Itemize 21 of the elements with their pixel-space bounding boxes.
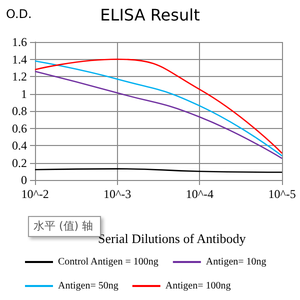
y-tick-label: 1.6 <box>12 35 27 49</box>
y-axis-title: O.D. <box>6 7 32 21</box>
y-tick-label: 1.2 <box>12 70 27 84</box>
chart-title: ELISA Result <box>100 6 200 24</box>
text: 水平 (值) 轴 <box>34 220 94 232</box>
y-tick-label: 0.2 <box>12 156 27 170</box>
y-tick-label: 0 <box>21 173 27 187</box>
legend-label: Antigen= 10ng <box>206 256 266 268</box>
legend-label: Control Antigen = 100ng <box>58 256 158 268</box>
y-tick-label: 0.4 <box>12 138 27 152</box>
legend-label: Antigen= 100ng <box>165 280 231 292</box>
y-tick-label: 0.8 <box>12 104 27 118</box>
x-tick-label: 10^-4 <box>186 187 214 201</box>
y-tick-label: 0.6 <box>12 121 27 136</box>
x-tick-label: 10^-5 <box>268 187 296 201</box>
y-tick-label: 1.4 <box>12 52 27 66</box>
x-tick-label: 10^-3 <box>104 187 132 201</box>
legend-label: Antigen= 50ng <box>58 280 118 292</box>
y-tick-label: 1 <box>21 86 27 101</box>
x-tick-label: 10^-2 <box>21 187 49 201</box>
x-axis-title: Serial Dilutions of Antibody <box>98 231 246 246</box>
